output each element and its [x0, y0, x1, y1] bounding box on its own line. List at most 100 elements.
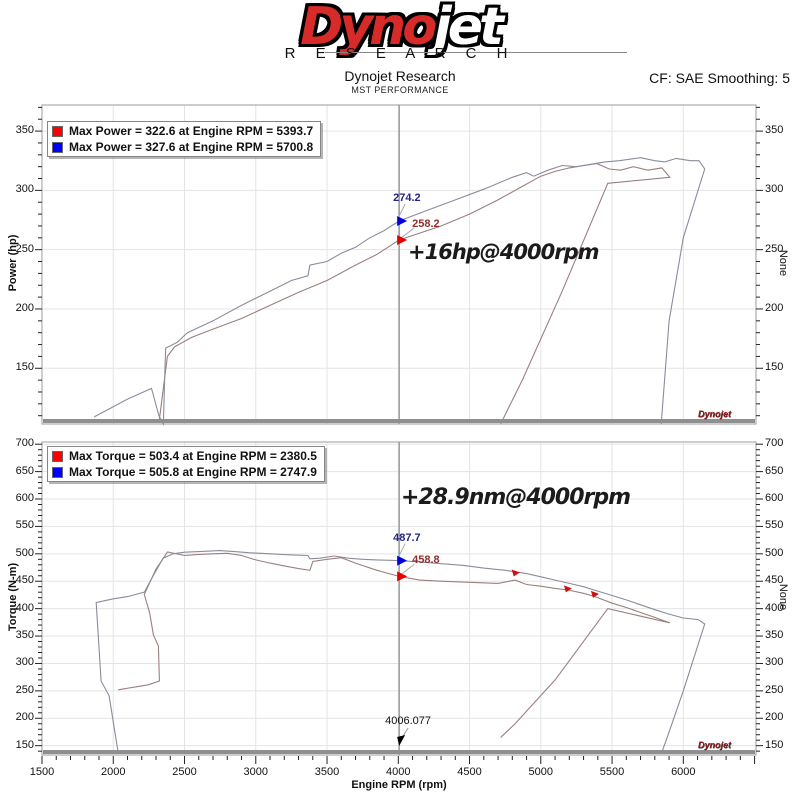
logo-jet-text: jet [433, 0, 504, 57]
annotation-leader [397, 543, 406, 558]
x-axis-tick-label: 3500 [314, 766, 340, 778]
x-axis-tick-label: 1500 [29, 766, 55, 778]
x-axis-title: Engine RPM (rpm) [351, 779, 447, 791]
y-axis-tick-label: 450 [15, 574, 34, 587]
x-axis-tick-label: 6000 [671, 766, 696, 778]
annotation-leader [397, 203, 406, 219]
y2-axis-title: None [777, 583, 789, 610]
plot-bottom-bar [43, 750, 755, 754]
plot-frame [41, 441, 757, 756]
legend-swatch-blue [52, 466, 63, 478]
plot-bottom-bar [43, 419, 755, 423]
dyno-curve-blue [95, 550, 706, 755]
legend-label: Max Power = 322.6 at Engine RPM = 5393.7 [69, 124, 314, 138]
x-axis-tick-label: 3000 [243, 766, 268, 778]
glitch-marker [511, 569, 520, 577]
y-axis-tick-label: 200 [15, 711, 34, 724]
logo-underline [325, 52, 627, 53]
dynojet-watermark: Dynojet [698, 409, 732, 419]
plot-frame [41, 104, 757, 425]
cursor-marker-arrow [397, 215, 408, 226]
smoothing-label: CF: SAE Smoothing: 5 [649, 70, 790, 86]
y-axis-tick-label: 250 [15, 242, 34, 255]
y-axis-tick-label: 400 [15, 601, 34, 614]
y2-axis-tick-label: 350 [765, 629, 784, 642]
x-axis-tick-label: 4500 [457, 766, 482, 778]
y-axis-tick-label: 650 [15, 464, 34, 477]
legend-label: Max Torque = 503.4 at Engine RPM = 2380.… [69, 449, 317, 463]
legend-swatch-red [52, 450, 63, 462]
cursor-value-label: 458.8 [412, 554, 440, 567]
dynojet-logo-text: Dynojet [0, 0, 800, 54]
y2-axis-tick-label: 450 [765, 574, 784, 587]
y2-axis-tick-label: 550 [765, 519, 784, 532]
y2-axis-tick-label: 700 [765, 437, 784, 450]
y2-axis-tick-label: 350 [765, 124, 784, 137]
y-axis-tick-label: 200 [15, 301, 34, 314]
y-axis-tick-label: 350 [15, 629, 34, 642]
gain-annotation: +16hp@4000rpm [408, 240, 600, 264]
y-axis-tick-label: 700 [15, 437, 34, 450]
y-axis-tick-label: 300 [15, 656, 34, 669]
report-subtitle: MST PERFORMANCE [351, 85, 449, 95]
logo-dyno-text: Dyno [300, 0, 438, 57]
cursor-rpm-label: 4006.077 [385, 715, 432, 727]
legend-row: Max Torque = 505.8 at Engine RPM = 2747.… [52, 464, 317, 480]
cursor-marker-arrow [397, 234, 408, 245]
y2-axis-tick-label: 150 [765, 738, 784, 751]
legend-label: Max Torque = 505.8 at Engine RPM = 2747.… [69, 465, 317, 479]
y2-axis-tick-label: 200 [765, 711, 784, 724]
y-axis-tick-label: 250 [15, 683, 34, 696]
max-torque-legend: Max Torque = 503.4 at Engine RPM = 2380.… [47, 446, 325, 482]
y2-axis-tick-label: 250 [765, 242, 784, 255]
dynojet-logo: Dynojet R E S E A R C H [0, 0, 800, 66]
y-axis-title: Torque (N-m) [7, 562, 19, 631]
legend-swatch-red [52, 125, 63, 137]
y2-axis-tick-label: 400 [765, 601, 784, 614]
y-axis-tick-label: 300 [15, 183, 34, 196]
max-power-legend: Max Power = 322.6 at Engine RPM = 5393.7… [47, 121, 322, 157]
dynojet-watermark: Dynojet [698, 740, 732, 750]
y-axis-tick-label: 500 [15, 546, 34, 559]
y-axis-tick-label: 150 [15, 361, 34, 374]
y2-axis-title: None [777, 249, 789, 276]
y2-axis-tick-label: 200 [765, 301, 784, 314]
x-axis-tick-label: 5000 [528, 766, 554, 778]
logo-research-text: R E S E A R C H [284, 45, 516, 62]
y-axis-tick-label: 350 [15, 124, 34, 137]
x-axis-tick-label: 5500 [599, 766, 625, 778]
legend-swatch-blue [52, 141, 63, 153]
legend-label: Max Power = 327.6 at Engine RPM = 5700.8 [69, 140, 314, 154]
x-axis-tick-label: 2000 [101, 766, 126, 778]
gain-annotation: +28.9nm@4000rpm [401, 485, 631, 510]
legend-row: Max Torque = 503.4 at Engine RPM = 2380.… [52, 448, 317, 464]
x-axis-tick-label: 4000 [386, 766, 411, 778]
x-axis-tick-label: 2500 [172, 766, 197, 778]
cursor-value-label: 487.7 [393, 531, 421, 544]
y-axis-title: Power (hp) [7, 234, 19, 291]
y2-axis-tick-label: 600 [765, 492, 784, 504]
y2-axis-tick-label: 650 [765, 464, 784, 477]
y2-axis-tick-label: 300 [765, 183, 784, 196]
y2-axis-tick-label: 150 [765, 361, 784, 374]
cursor-value-label: 274.2 [393, 191, 421, 204]
annotation-leader [400, 227, 415, 239]
cursor-marker-arrow [397, 571, 408, 582]
y-axis-tick-label: 150 [15, 738, 34, 751]
cursor-marker-arrow [397, 555, 408, 566]
y2-axis-tick-label: 300 [765, 656, 784, 669]
y2-axis-tick-label: 500 [765, 546, 784, 559]
legend-row: Max Power = 327.6 at Engine RPM = 5700.8 [52, 139, 313, 155]
glitch-marker [590, 590, 599, 598]
annotation-leader [400, 564, 415, 575]
dyno-curve-red [158, 163, 671, 425]
y2-axis-tick-label: 250 [765, 683, 784, 696]
glitch-marker [563, 585, 572, 593]
report-title: Dynojet Research [344, 68, 456, 84]
dyno-curve-blue [93, 157, 706, 427]
y-axis-tick-label: 550 [15, 519, 34, 532]
y-axis-tick-label: 600 [15, 492, 34, 504]
